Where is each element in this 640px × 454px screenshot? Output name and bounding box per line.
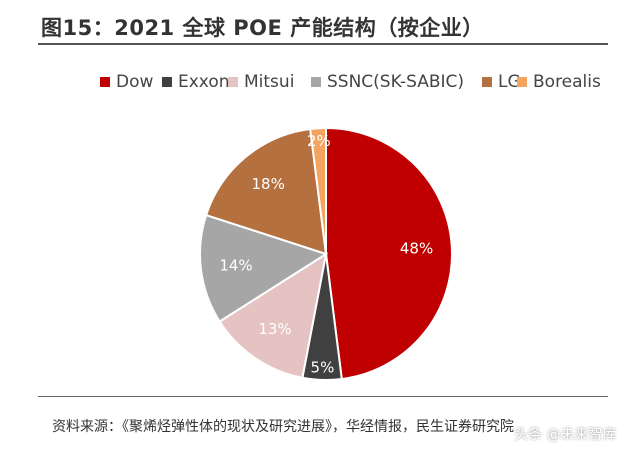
legend-swatch xyxy=(517,77,527,87)
title-divider xyxy=(38,43,608,45)
legend-label: LG xyxy=(498,72,521,92)
data-label: 2% xyxy=(307,132,331,150)
legend-swatch xyxy=(228,77,238,87)
legend-item-mitsui: Mitsui xyxy=(228,72,294,92)
pie-chart: 48% 5% 13% 14% 18% 2% xyxy=(199,126,453,381)
legend-item-exxon: Exxon xyxy=(162,72,230,92)
data-label: 5% xyxy=(311,358,335,376)
legend-item-ssnc-sk-sabic: SSNC(SK-SABIC) xyxy=(311,72,464,92)
legend-item-lg: LG xyxy=(482,72,521,92)
pie-slice-dow xyxy=(325,126,453,381)
footer-divider xyxy=(38,396,608,397)
data-label: 13% xyxy=(258,320,291,338)
legend-swatch xyxy=(311,77,321,87)
data-label: 18% xyxy=(252,175,285,193)
pie-slice-mitsui xyxy=(218,251,328,379)
legend-swatch xyxy=(100,77,110,87)
legend-label: Exxon xyxy=(178,72,230,92)
data-label: 48% xyxy=(400,239,433,257)
pie-slice-lg xyxy=(204,127,328,256)
legend-swatch xyxy=(162,77,172,87)
legend-item-borealis: Borealis xyxy=(517,72,601,92)
chart-title: 图15：2021 全球 POE 产能结构（按企业） xyxy=(41,16,484,40)
legend-swatch xyxy=(482,77,492,87)
pie-slice-ssnc-sk-sabic xyxy=(199,213,329,323)
legend-item-dow: Dow xyxy=(100,72,153,92)
source-note: 资料来源：《聚烯烃弹性体的现状及研究进展》，华经情报，民生证券研究院 xyxy=(52,419,514,435)
pie-slice-borealis xyxy=(309,126,327,255)
legend-label: SSNC(SK-SABIC) xyxy=(327,72,465,92)
legend-label: Dow xyxy=(116,72,154,92)
legend-label: Mitsui xyxy=(244,72,295,92)
data-label: 14% xyxy=(219,256,252,274)
chart-legend: Dow Exxon Mitsui SSNC(SK-SABIC) LG Borealis xyxy=(100,72,620,96)
watermark: 头条 @未来智库 xyxy=(514,427,617,443)
legend-label: Borealis xyxy=(533,72,601,92)
